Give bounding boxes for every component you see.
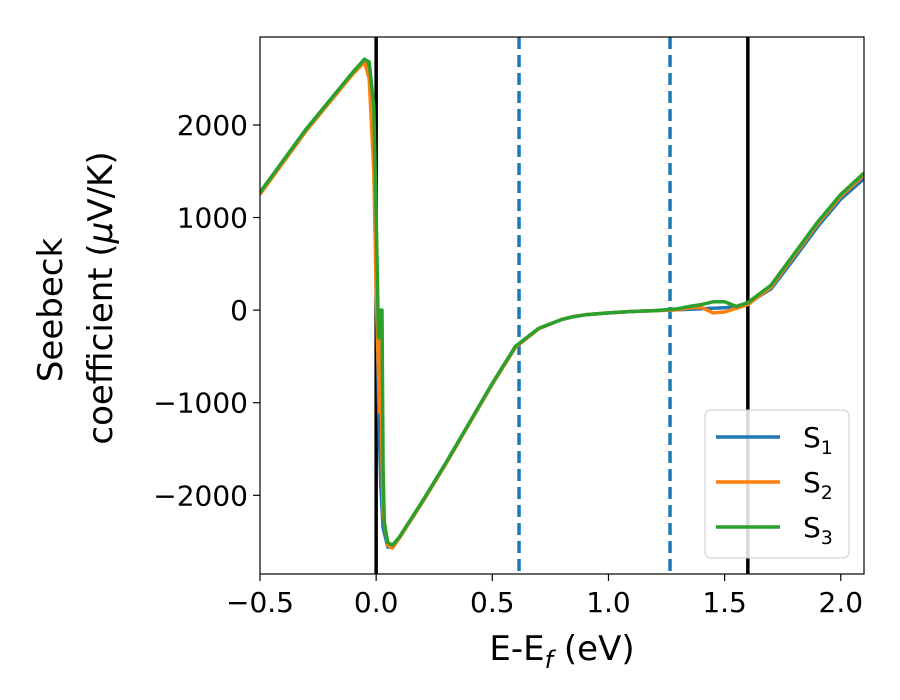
y-tick-label: 2000: [177, 109, 248, 142]
x-axis-label: E-Ef (eV): [489, 629, 634, 674]
legend: S1 S2 S3: [704, 409, 850, 559]
y-tick-label: 1000: [177, 202, 248, 235]
series-line-s3: [260, 57, 864, 548]
series-lines: [260, 57, 864, 550]
y-tick-label: −2000: [153, 479, 248, 512]
x-tick-label: 1.5: [702, 586, 747, 619]
legend-label-s2: S2: [803, 466, 833, 504]
y-axis-label-line1: Seebeck: [31, 238, 71, 383]
y-axis-label: Seebeck coefficient (μV/K): [31, 151, 121, 444]
y-axis-label-line2: coefficient (μV/K): [81, 151, 121, 444]
y-axis: −2000 −1000 0 1000 2000: [153, 109, 260, 512]
x-tick-label: 0.0: [354, 586, 399, 619]
y-tick-label: 0: [230, 294, 248, 327]
x-axis: −0.5 0.0 0.5 1.0 1.5 2.0: [226, 574, 863, 619]
y-axis-label-mu: μ: [81, 222, 121, 245]
x-axis-label-tail: (eV): [553, 629, 635, 669]
x-axis-label-main: E-E: [489, 629, 544, 669]
x-tick-label: 1.0: [586, 586, 631, 619]
legend-label-s3: S3: [803, 511, 833, 549]
y-axis-label-line2-main: coefficient (: [81, 243, 121, 444]
x-tick-label: 0.5: [470, 586, 515, 619]
y-tick-label: −1000: [153, 387, 248, 420]
plot-frame: [259, 36, 865, 575]
y-axis-label-line2-tail: V/K): [81, 151, 121, 221]
legend-box: [704, 409, 850, 559]
legend-label-s1: S1: [803, 421, 833, 459]
x-tick-label: −0.5: [226, 586, 294, 619]
x-tick-label: 2.0: [819, 586, 864, 619]
